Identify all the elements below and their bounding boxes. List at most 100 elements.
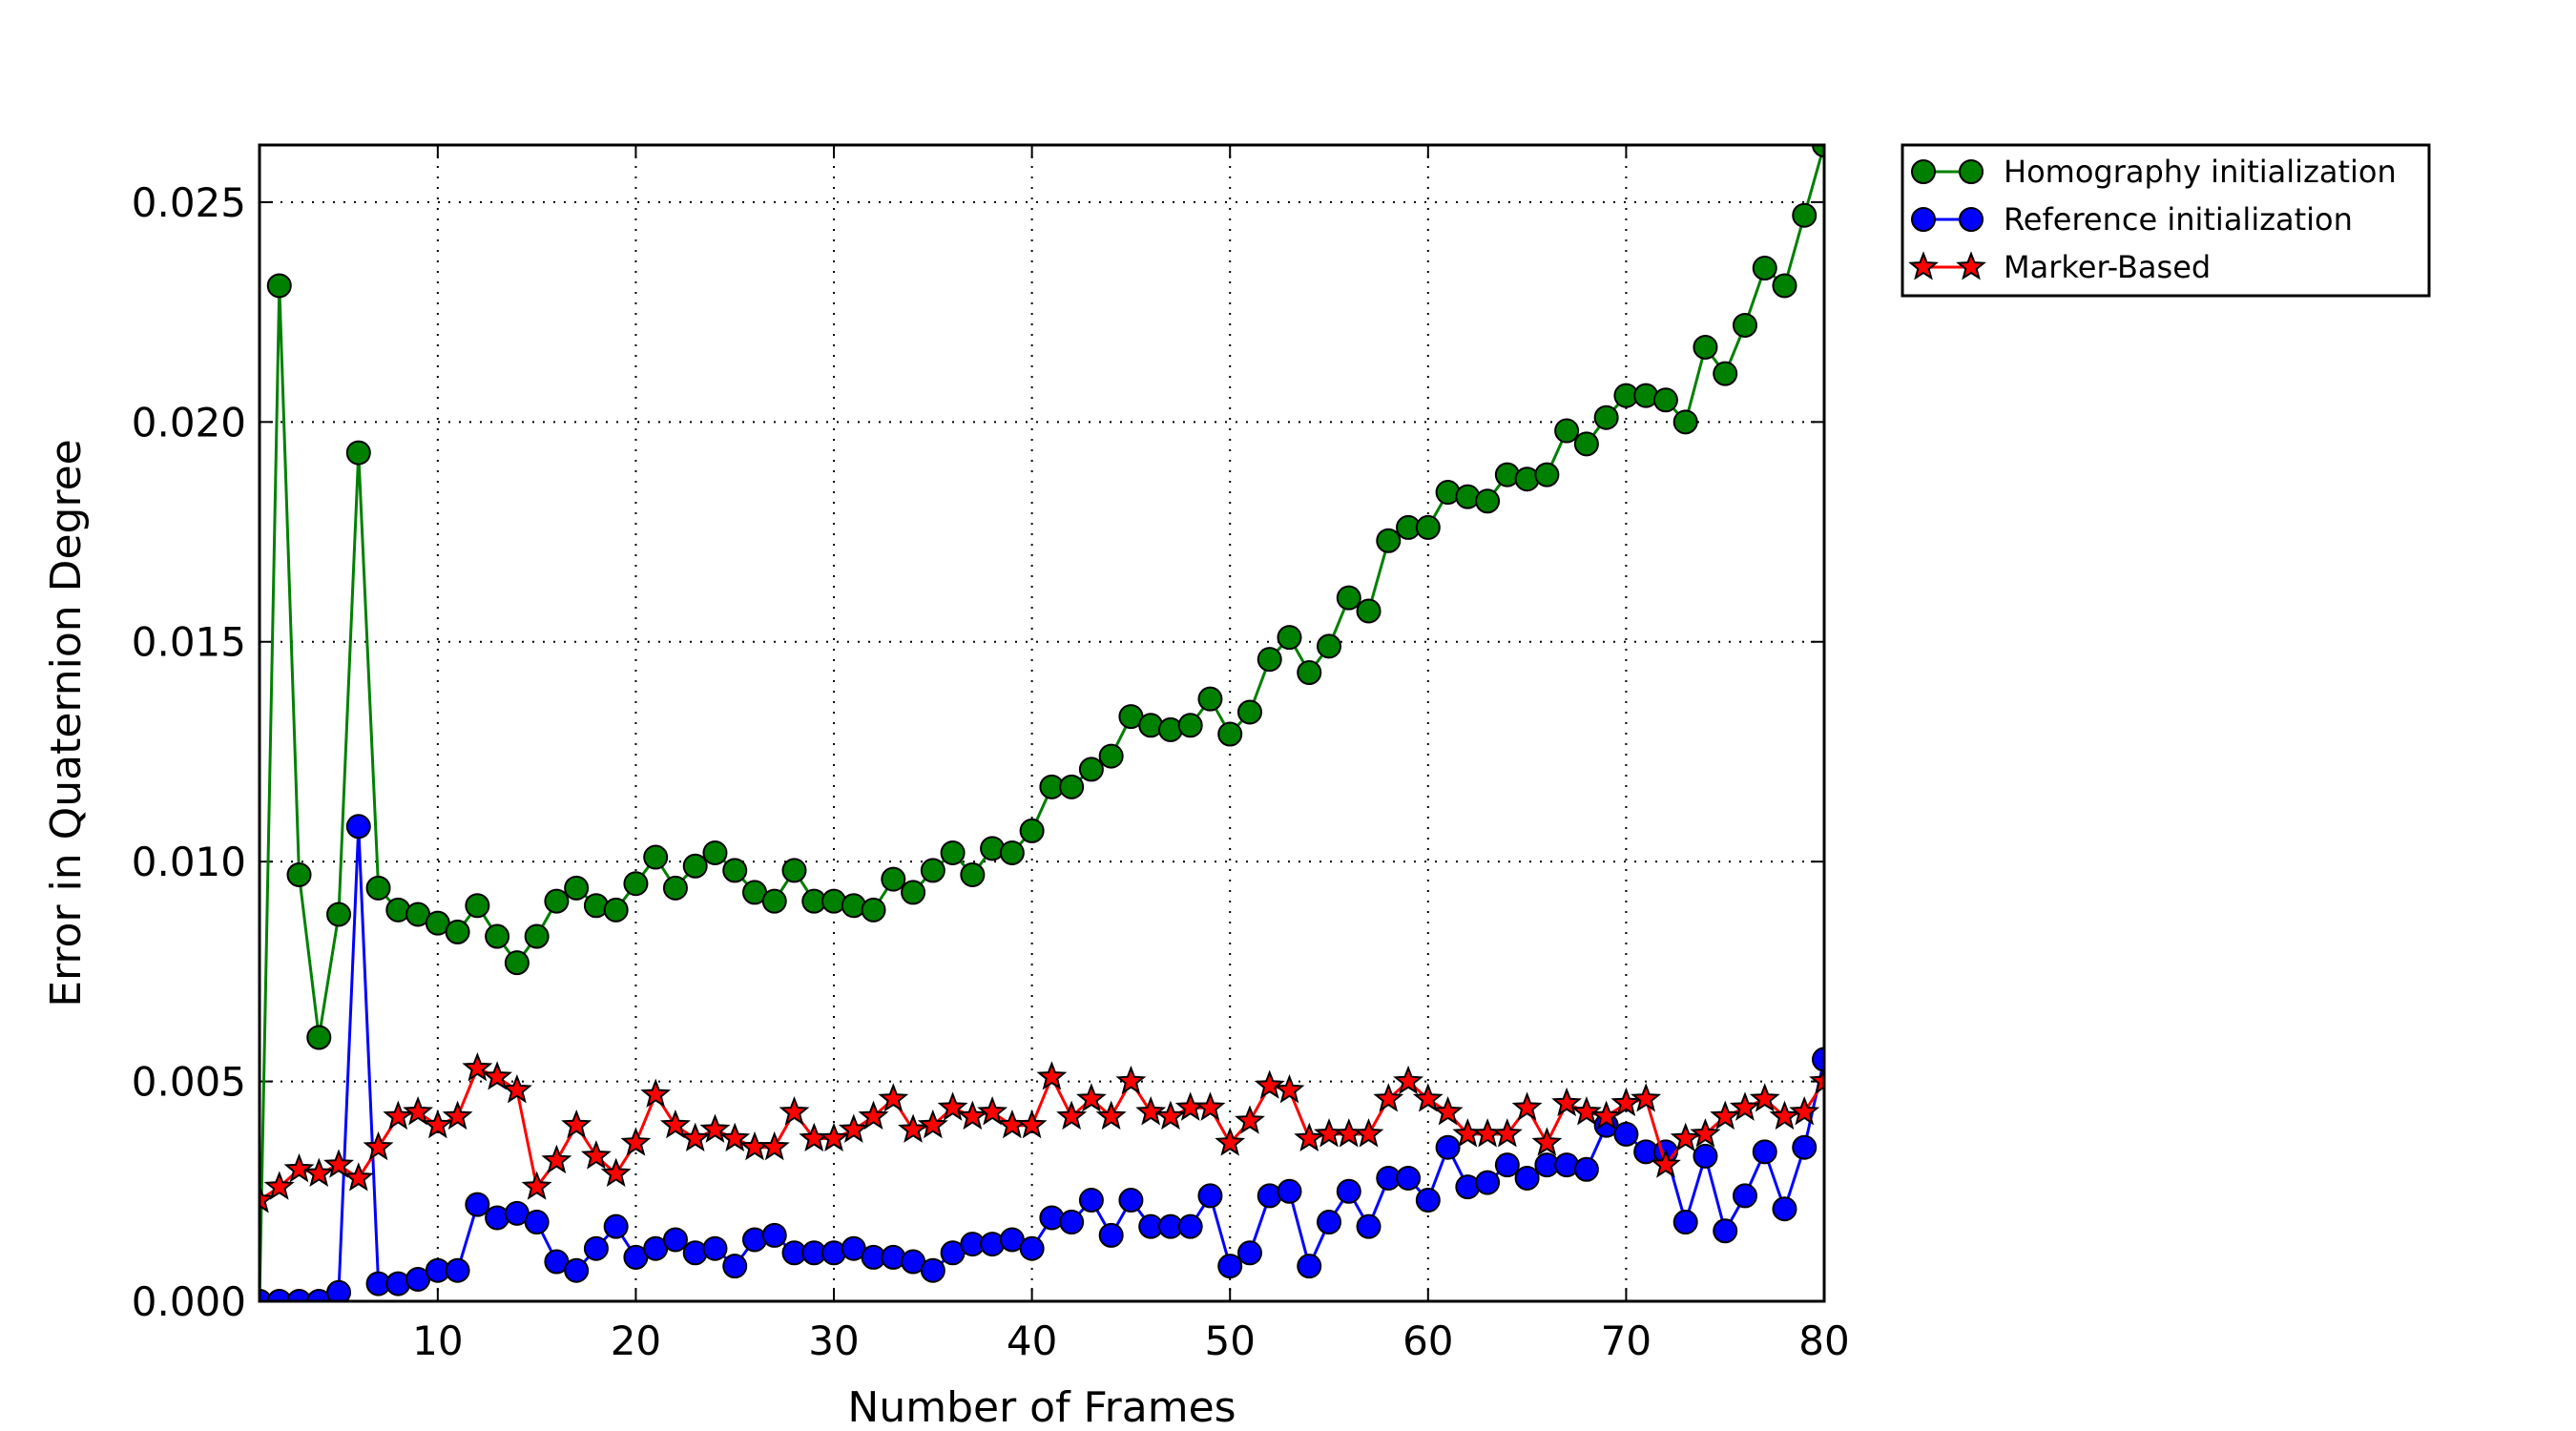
data-point bbox=[482, 1061, 513, 1090]
data-point bbox=[1396, 1165, 1422, 1191]
data-point bbox=[286, 1289, 312, 1301]
y-tick-label: 0.005 bbox=[132, 1059, 246, 1106]
data-point bbox=[1475, 1170, 1501, 1195]
data-point bbox=[465, 1192, 490, 1217]
data-point bbox=[564, 875, 590, 901]
data-point bbox=[761, 888, 787, 914]
data-point bbox=[345, 440, 371, 466]
data-point bbox=[1415, 1188, 1441, 1213]
y-tick-label: 0.025 bbox=[132, 179, 246, 226]
data-point bbox=[643, 844, 669, 870]
data-point bbox=[1670, 1122, 1701, 1152]
data-point bbox=[1732, 312, 1757, 338]
data-point bbox=[1297, 1254, 1322, 1279]
data-point bbox=[659, 1109, 691, 1139]
data-point bbox=[719, 1122, 751, 1152]
legend-item: Reference initialization bbox=[1911, 201, 2353, 238]
data-point bbox=[1749, 1083, 1780, 1112]
y-tick-label: 0.000 bbox=[132, 1278, 246, 1325]
x-tick-label: 10 bbox=[412, 1317, 463, 1364]
legend-label: Marker-Based bbox=[2004, 249, 2211, 285]
series-2 bbox=[260, 1052, 1824, 1213]
data-point bbox=[462, 1052, 493, 1082]
data-point bbox=[263, 1171, 295, 1200]
data-point bbox=[901, 880, 926, 905]
data-point bbox=[283, 1152, 315, 1183]
data-point bbox=[1236, 699, 1262, 725]
data-point bbox=[1573, 431, 1599, 457]
data-point bbox=[1812, 145, 1824, 157]
y-tick-label: 0.015 bbox=[132, 619, 246, 666]
data-point bbox=[1713, 1218, 1738, 1244]
data-point bbox=[1277, 625, 1302, 651]
series-0 bbox=[260, 145, 1824, 1301]
data-point bbox=[1792, 1134, 1818, 1160]
data-point bbox=[1613, 1121, 1639, 1147]
legend-marker bbox=[1956, 251, 1986, 280]
data-point bbox=[662, 1227, 688, 1253]
data-point bbox=[442, 1100, 473, 1130]
data-point bbox=[1415, 514, 1441, 540]
data-point bbox=[345, 814, 371, 840]
data-point bbox=[1511, 1091, 1543, 1121]
data-point bbox=[761, 1222, 787, 1248]
data-point bbox=[1551, 1087, 1583, 1117]
data-point bbox=[722, 1254, 748, 1279]
data-point bbox=[580, 1140, 612, 1170]
data-point bbox=[1789, 1096, 1820, 1126]
data-point bbox=[1353, 1118, 1384, 1148]
data-point bbox=[702, 1235, 728, 1261]
x-axis-ticks: 10 20 30 40 50 60 70 80 bbox=[412, 145, 1850, 1364]
y-axis-title: Error in Quaternion Degree bbox=[42, 439, 91, 1007]
data-point bbox=[1729, 1091, 1760, 1121]
data-point bbox=[1277, 1178, 1302, 1204]
data-point bbox=[403, 1096, 434, 1126]
data-point bbox=[1792, 202, 1818, 228]
data-point bbox=[679, 1122, 711, 1152]
data-point bbox=[722, 858, 748, 883]
data-point bbox=[1197, 1183, 1223, 1209]
data-point bbox=[1019, 818, 1045, 843]
data-point bbox=[977, 1095, 1008, 1126]
data-point bbox=[1491, 1118, 1523, 1148]
data-point bbox=[1036, 1061, 1068, 1090]
data-point bbox=[1769, 1100, 1800, 1130]
data-point bbox=[504, 950, 530, 976]
y-tick-label: 0.010 bbox=[132, 839, 246, 885]
data-point bbox=[1690, 1118, 1721, 1148]
data-point bbox=[1752, 1139, 1777, 1165]
data-point bbox=[1432, 1096, 1464, 1126]
data-point bbox=[1257, 647, 1282, 673]
x-tick-label: 50 bbox=[1204, 1317, 1255, 1364]
data-point bbox=[1177, 1213, 1203, 1239]
data-point bbox=[937, 1091, 968, 1121]
data-point bbox=[1772, 1196, 1797, 1222]
data-point bbox=[640, 1078, 672, 1108]
data-point bbox=[781, 858, 807, 883]
legend-marker bbox=[1959, 207, 1984, 232]
data-point bbox=[1610, 1087, 1642, 1117]
data-point bbox=[957, 1100, 988, 1130]
x-tick-label: 80 bbox=[1798, 1317, 1849, 1364]
data-point bbox=[521, 1171, 552, 1200]
data-point bbox=[1118, 1188, 1144, 1213]
data-point bbox=[1236, 1240, 1262, 1266]
data-point bbox=[917, 1109, 948, 1139]
data-point bbox=[1732, 1183, 1757, 1209]
data-point bbox=[1059, 1210, 1085, 1235]
data-point bbox=[881, 866, 906, 892]
legend-marker bbox=[1911, 207, 1936, 232]
data-point bbox=[1376, 528, 1402, 553]
y-axis-ticks: 0.000 0.005 0.010 0.015 0.020 0.025 bbox=[132, 179, 1824, 1325]
x-tick-label: 20 bbox=[611, 1317, 661, 1364]
data-point bbox=[898, 1113, 929, 1143]
data-point bbox=[1195, 1091, 1226, 1121]
data-point bbox=[1336, 1178, 1361, 1204]
legend-label: Reference initialization bbox=[2004, 201, 2353, 238]
series-1 bbox=[260, 814, 1824, 1301]
data-point bbox=[1177, 713, 1203, 738]
data-point bbox=[1056, 1100, 1088, 1130]
data-point bbox=[1412, 1083, 1444, 1112]
data-point bbox=[524, 923, 550, 949]
